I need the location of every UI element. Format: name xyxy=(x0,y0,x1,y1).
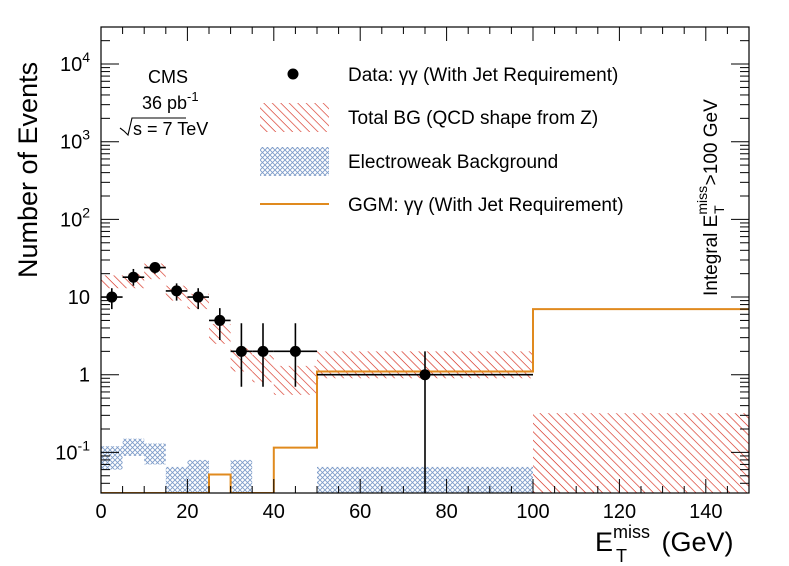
legend-data-label: Data: γγ (With Jet Requirement) xyxy=(348,65,618,86)
data-point xyxy=(122,268,145,286)
data-point xyxy=(230,323,253,387)
y-tick-label: 104 xyxy=(60,49,90,76)
x-tick-label: 100 xyxy=(516,501,549,523)
y-tick-label: 1 xyxy=(79,365,90,387)
data-point xyxy=(187,288,209,310)
data-point xyxy=(144,262,166,274)
x-axis-title: Emiss T (GeV) xyxy=(595,522,734,566)
x-tick-label: 120 xyxy=(603,501,636,523)
data-point-marker xyxy=(149,262,161,274)
y-tick-labels: 10-1 1 10 102 103 104 xyxy=(55,49,90,464)
legend-ewk-label: Electroweak Background xyxy=(348,152,558,173)
x-tick-labels: 0 20 40 60 80 100 120 140 xyxy=(95,501,722,523)
legend-total-bg-swatch xyxy=(260,103,329,132)
data-point xyxy=(252,323,274,387)
data-point-marker xyxy=(235,345,247,357)
ewk-band-bin xyxy=(165,466,188,493)
data-point-marker xyxy=(419,369,431,381)
x-tick-label: 20 xyxy=(176,501,198,523)
x-tick-label: 40 xyxy=(263,501,285,523)
total-bg-band-bin xyxy=(101,275,123,289)
ggm-step-line xyxy=(101,308,749,493)
legend-ewk-swatch xyxy=(260,147,329,176)
x-tick-label: 0 xyxy=(95,501,106,523)
sqrt-icon xyxy=(119,117,186,137)
data-point-marker xyxy=(214,314,226,326)
total-bg-band-bin xyxy=(533,413,749,493)
y-tick-label: 103 xyxy=(60,127,90,154)
y-tick-label: 10-1 xyxy=(55,437,90,464)
luminosity-label: 36 pb-1 xyxy=(142,89,199,113)
energy-label: s = 7 TeV xyxy=(133,119,208,139)
ewk-band-bin xyxy=(144,443,166,465)
x-tick-label: 60 xyxy=(349,501,371,523)
data-point xyxy=(165,283,188,301)
data-point-marker xyxy=(257,345,269,357)
legend-total-bg-label: Total BG (QCD shape from Z) xyxy=(348,108,598,129)
ewk-band-bin xyxy=(230,459,253,493)
legend-data-marker xyxy=(287,68,299,80)
axis-ticks xyxy=(100,26,750,494)
y-tick-label: 10 xyxy=(68,287,90,309)
x-tick-label: 140 xyxy=(689,501,722,523)
data-point xyxy=(209,308,231,340)
ewk-band-bin xyxy=(122,438,145,456)
ewk-band-bin xyxy=(187,459,209,493)
experiment-label: CMS xyxy=(148,67,188,87)
ggm-step-layer xyxy=(101,308,749,493)
data-points-layer xyxy=(101,262,533,493)
data-point xyxy=(317,351,533,493)
data-point xyxy=(101,288,123,310)
ewk-band-bin xyxy=(101,446,123,470)
data-point-marker xyxy=(171,285,183,297)
legend: Data: γγ (With Jet Requirement) Total BG… xyxy=(260,65,624,216)
y-axis-title: Number of Events xyxy=(13,62,43,278)
data-point xyxy=(273,323,317,387)
x-tick-label: 80 xyxy=(435,501,457,523)
legend-ggm-label: GGM: γγ (With Jet Requirement) xyxy=(348,195,624,216)
integral-side-label: Integral EmissT>100 GeV xyxy=(694,99,727,296)
data-point-marker xyxy=(289,345,301,357)
data-point-marker xyxy=(192,291,204,303)
y-tick-label: 102 xyxy=(60,204,90,231)
data-point-marker xyxy=(127,271,139,283)
